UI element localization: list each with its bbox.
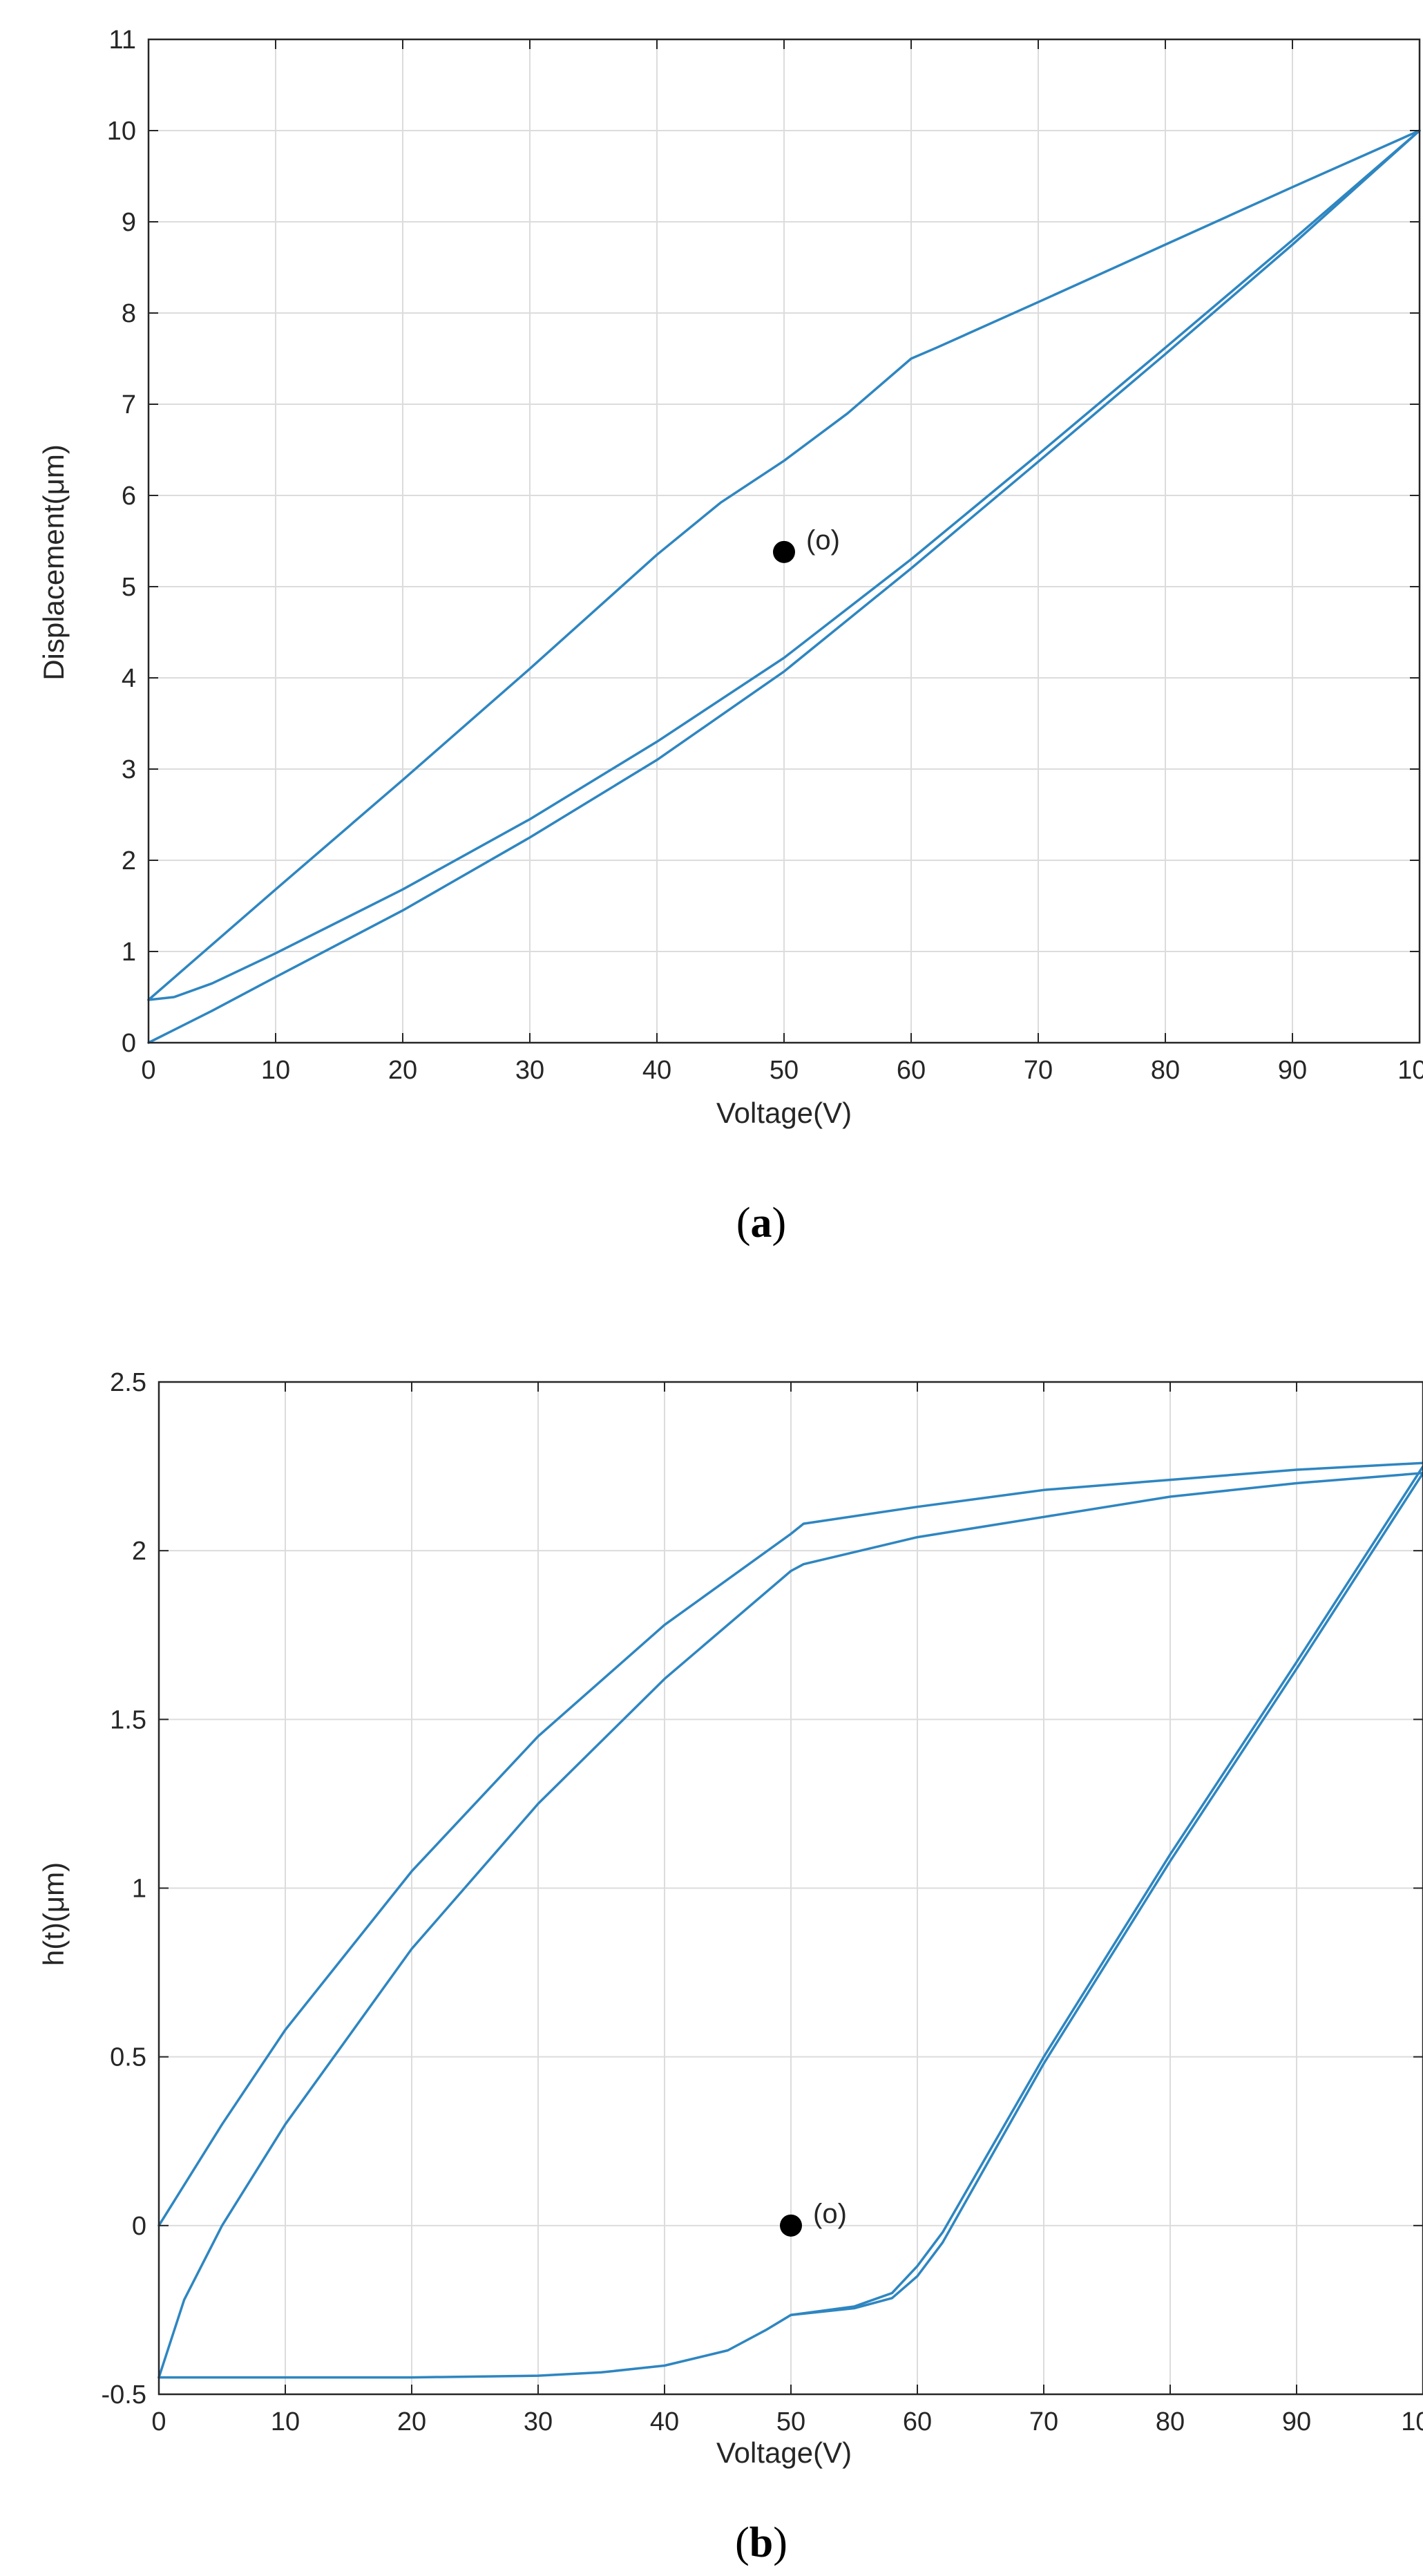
y-tick-label: 0 xyxy=(132,2212,146,2241)
x-tick-label: 30 xyxy=(515,1056,544,1085)
series-layer-b xyxy=(157,1461,1423,2379)
x-tick-label: 50 xyxy=(770,1056,799,1085)
x-tick-label: 40 xyxy=(650,2407,679,2436)
y-tick-label: 10 xyxy=(107,117,136,146)
y-tick-label: -0.5 xyxy=(102,2380,146,2409)
origin-label: (o) xyxy=(806,525,840,556)
x-tick-label: 80 xyxy=(1151,1056,1180,1085)
y-tick-label: 0 xyxy=(122,1029,136,1058)
x-tick-label: 10 xyxy=(261,1056,290,1085)
y-axis-title-b: h(t)(μm) xyxy=(37,1862,70,1966)
caption-a-close: ) xyxy=(772,1200,787,1247)
ticks-a: 0 10 20 30 40 50 60 70 80 90 100 0 1 2 3 4 5 6 7 8 9 10 11 xyxy=(107,26,1423,1085)
x-tick-label: 50 xyxy=(776,2407,805,2436)
caption-b-open: ( xyxy=(735,2519,749,2566)
y-tick-label: 6 xyxy=(122,482,136,511)
caption-a-open: ( xyxy=(736,1200,751,1247)
series-line-1 xyxy=(157,1461,1423,2227)
caption-b: (b) xyxy=(735,2519,787,2566)
caption-a: (a) xyxy=(736,1200,786,1247)
x-tick-label: 20 xyxy=(388,1056,417,1085)
x-axis-title-a: Voltage(V) xyxy=(716,1097,852,1129)
y-tick-label: 1 xyxy=(122,938,136,967)
y-tick-label: 2.5 xyxy=(110,1368,146,1397)
x-tick-label: 90 xyxy=(1278,1056,1307,1085)
y-tick-label: 4 xyxy=(122,664,136,693)
x-tick-label: 80 xyxy=(1156,2407,1185,2436)
series-layer-a xyxy=(147,129,1421,1044)
y-tick-label: 5 xyxy=(122,573,136,602)
caption-b-letter: b xyxy=(749,2519,773,2566)
y-tick-label: 3 xyxy=(122,755,136,784)
origin-marker xyxy=(773,540,795,563)
series-line-2 xyxy=(147,129,1421,1001)
y-axis-title-a: Displacement(μm) xyxy=(37,444,70,681)
x-tick-label: 70 xyxy=(1024,1056,1053,1085)
y-tick-label: 8 xyxy=(122,299,136,328)
series-line-4 xyxy=(790,1465,1423,2316)
x-tick-label: 40 xyxy=(642,1056,671,1085)
x-tick-label: 90 xyxy=(1282,2407,1311,2436)
panel-a: 0 10 20 30 40 50 60 70 80 90 100 0 1 2 3 4 5 6 7 8 9 10 11 (o)… xyxy=(37,26,1423,1247)
annotations-a: (o) xyxy=(773,525,840,563)
x-tick-label: 10 xyxy=(271,2407,300,2436)
y-tick-label: 11 xyxy=(109,26,136,55)
series-line-3 xyxy=(147,129,1421,1001)
x-tick-label: 0 xyxy=(141,1056,155,1085)
x-tick-label: 60 xyxy=(903,2407,932,2436)
x-tick-label: 20 xyxy=(397,2407,426,2436)
series-line-2 xyxy=(157,1472,1423,2379)
y-tick-label: 2 xyxy=(132,1537,146,1566)
annotations-b: (o) xyxy=(780,2199,847,2237)
series-line-1 xyxy=(147,129,1421,1044)
origin-marker xyxy=(780,2214,802,2237)
x-tick-label: 100 xyxy=(1401,2407,1423,2436)
y-tick-label: 1 xyxy=(132,1875,146,1904)
x-tick-label: 30 xyxy=(524,2407,553,2436)
x-tick-label: 70 xyxy=(1029,2407,1058,2436)
caption-a-letter: a xyxy=(751,1200,772,1247)
x-axis-title-b: Voltage(V) xyxy=(716,2436,852,2469)
x-tick-label: 60 xyxy=(897,1056,926,1085)
x-tick-label: 0 xyxy=(151,2407,166,2436)
y-tick-label: 7 xyxy=(122,390,136,419)
y-tick-label: 2 xyxy=(122,846,136,875)
origin-label: (o) xyxy=(813,2199,847,2229)
caption-b-close: ) xyxy=(773,2519,787,2566)
y-tick-label: 1.5 xyxy=(110,1705,146,1734)
x-tick-label: 100 xyxy=(1397,1056,1423,1085)
y-tick-label: 9 xyxy=(122,208,136,237)
y-tick-label: 0.5 xyxy=(110,2043,146,2072)
